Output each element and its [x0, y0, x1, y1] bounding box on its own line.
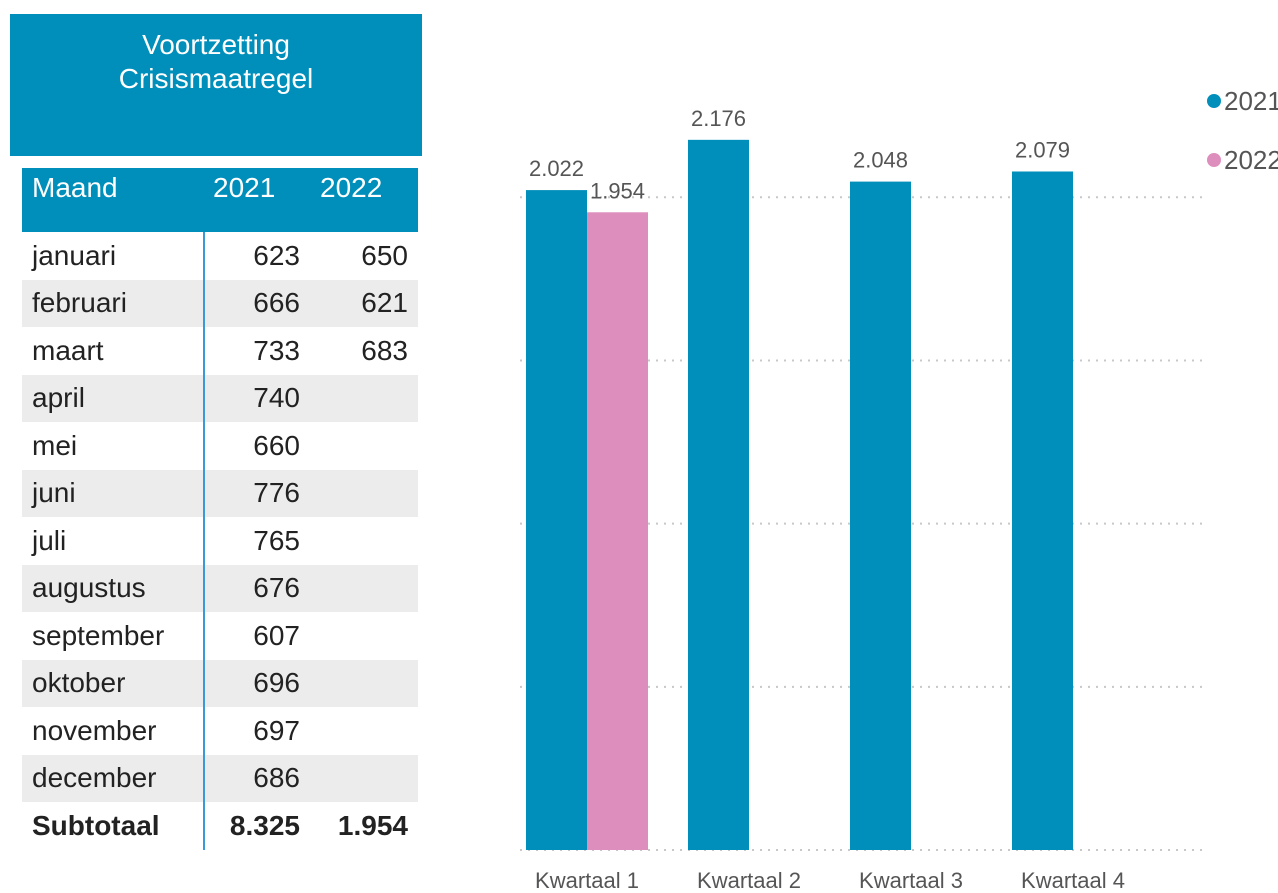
table-row: juli 765	[22, 517, 418, 565]
x-tick-label: Kwartaal 3	[859, 868, 963, 893]
table-cell: 765	[203, 517, 310, 565]
bar	[1012, 171, 1073, 851]
total-cell: 8.325	[203, 802, 310, 850]
header-cell: 2021	[213, 172, 276, 203]
legend-label: 2021	[1224, 86, 1278, 116]
table-cell: 686	[203, 754, 310, 802]
table-cell: 650	[361, 239, 408, 271]
table-cell: 666	[203, 279, 310, 327]
table-cell: februari	[32, 287, 127, 319]
table-row: augustus 676	[22, 564, 418, 612]
total-cell: Subtotaal	[32, 809, 160, 841]
data-label: 2.022	[529, 156, 584, 181]
x-tick-label: Kwartaal 4	[1021, 868, 1125, 893]
table-title: Voortzetting Crisismaatregel	[10, 14, 422, 156]
data-label: 2.048	[853, 148, 908, 173]
table-row: december 686	[22, 754, 418, 802]
header-cell: 2022	[320, 172, 383, 203]
table-cell: 776	[203, 469, 310, 517]
table-row: mei 660	[22, 422, 418, 470]
bar	[688, 139, 749, 850]
table-cell: 740	[203, 374, 310, 422]
table-cell: 676	[203, 564, 310, 612]
table-cell: 623	[203, 232, 310, 280]
table-cell: juni	[32, 477, 76, 509]
legend-marker	[1207, 153, 1221, 167]
header-row: Maand 2021 2022	[22, 168, 418, 232]
table-cell: 621	[361, 287, 408, 319]
table-cell: 607	[203, 612, 310, 660]
table-cell: 660	[203, 422, 310, 470]
bar	[850, 181, 911, 850]
table-row: november 697	[22, 707, 418, 755]
data-label: 1.954	[590, 178, 645, 203]
table-cell: december	[32, 762, 157, 794]
data-label: 2.079	[1015, 137, 1070, 162]
table-cell: mei	[32, 429, 78, 461]
bar	[587, 212, 648, 850]
table-cell: 696	[203, 659, 310, 707]
table: Maand 2021 2022 januari 623 650 februari 666 621…	[22, 168, 418, 850]
table-row: oktober 696	[22, 659, 418, 707]
table-cell: 697	[203, 707, 310, 755]
table-cell: september	[32, 619, 165, 651]
table-cell: januari	[32, 239, 117, 271]
total-cell: 1.954	[337, 809, 408, 841]
table-row: januari 623 650	[22, 232, 418, 280]
table-cell: augustus	[32, 572, 146, 604]
table-cell: 683	[361, 334, 408, 366]
table-row: april 740	[22, 374, 418, 422]
table-cell: 733	[203, 327, 310, 375]
table-cell: oktober	[32, 667, 126, 699]
x-tick-label: Kwartaal 1	[535, 868, 639, 893]
table-cell: maart	[32, 334, 104, 366]
table-cell: april	[32, 382, 85, 414]
table-cell: november	[32, 714, 157, 746]
data-label: 2.176	[691, 106, 746, 131]
x-tick-label: Kwartaal 2	[697, 868, 801, 893]
table-row: juni 776	[22, 469, 418, 517]
legend-label: 2022	[1224, 145, 1278, 175]
table-row: februari 666 621	[22, 279, 418, 327]
table-row: september 607	[22, 612, 418, 660]
table-row: maart 733 683	[22, 327, 418, 375]
header-cell: Maand	[32, 172, 118, 203]
total-row: Subtotaal 8.325 1.954	[22, 802, 418, 850]
bar	[526, 190, 587, 851]
legend-marker	[1207, 94, 1221, 108]
table-cell: juli	[32, 524, 67, 556]
